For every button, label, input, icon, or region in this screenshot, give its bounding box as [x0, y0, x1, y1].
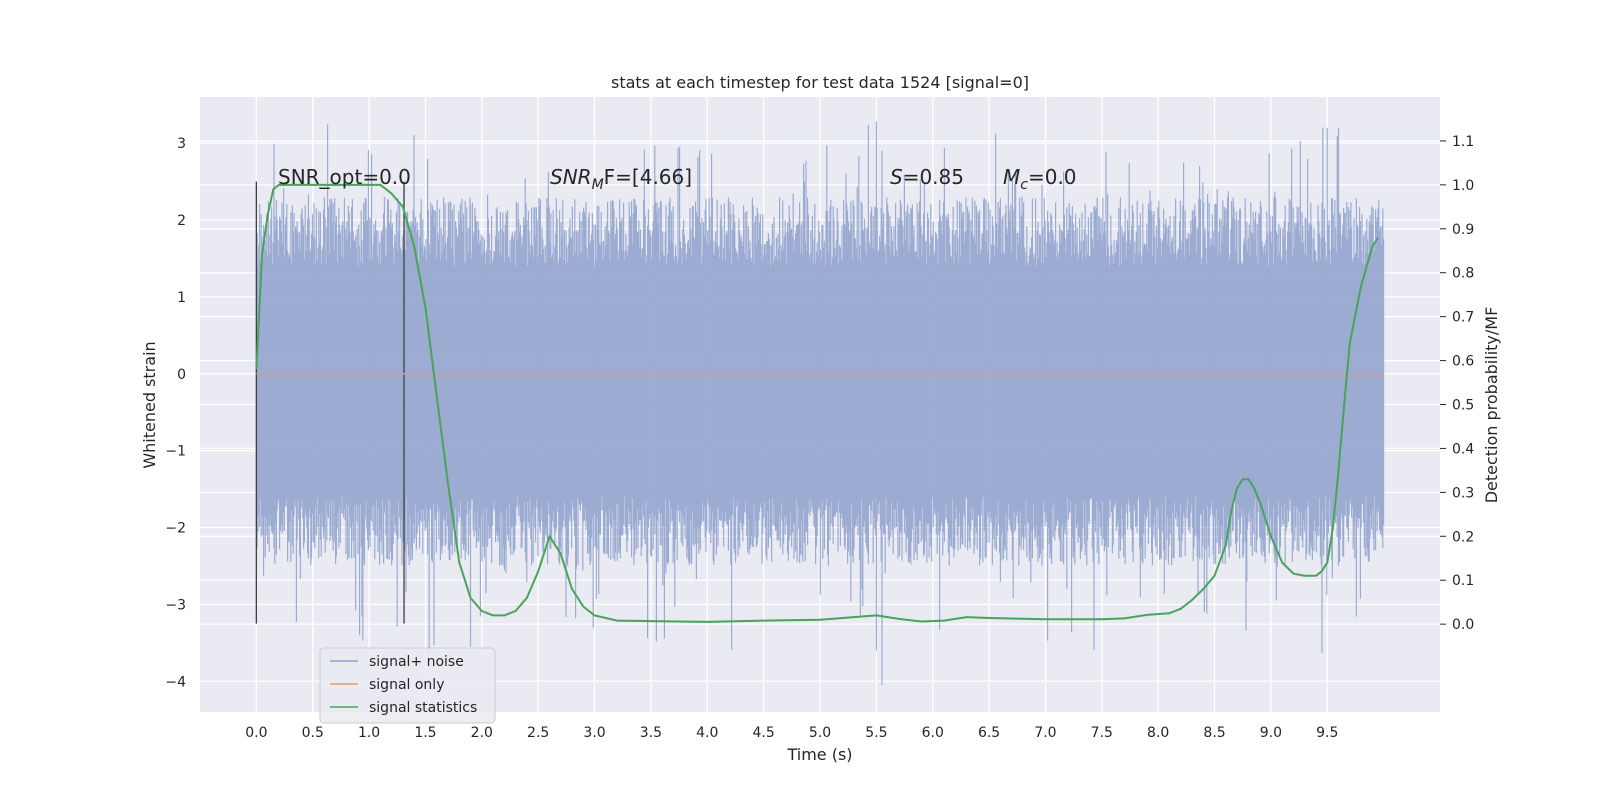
mc-symbol: M	[1003, 165, 1020, 189]
signal-statistics-series	[255, 183, 1379, 623]
y2-tick-label: 0.0	[1452, 617, 1474, 633]
y2-tick-label: 1.0	[1452, 178, 1474, 194]
x-tick-label: 1.5	[414, 725, 436, 741]
y2-tick-label: 0.7	[1452, 310, 1474, 326]
x-tick-label: 8.0	[1147, 725, 1169, 741]
y-tick-label: 2	[177, 213, 186, 229]
x-tick-label: 3.5	[640, 725, 662, 741]
y-axis-label: Whitened strain	[140, 341, 159, 468]
snr-opt-annotation: SNR_opt=0.0	[278, 165, 411, 189]
x-tick-label: 6.5	[978, 725, 1000, 741]
y-tick-label: 0	[177, 367, 186, 383]
s-symbol: S	[890, 165, 903, 189]
y2-tick-label: 0.2	[1452, 529, 1474, 545]
snr-mf-symbol: SNR	[550, 165, 592, 189]
x-tick-label: 8.5	[1203, 725, 1225, 741]
y-tick-label: 3	[177, 136, 186, 152]
y2-axis-label: Detection probability/MF	[1482, 307, 1501, 504]
legend: signal+ noise signal only signal statist…	[319, 647, 496, 724]
x-tick-labels: 0.0 0.5 1.0 1.5 2.0 2.5 3.0 3.5 4.0 4.5 5.0 5.5 6.0 6…	[245, 725, 1338, 741]
x-tick-label: 5.0	[809, 725, 831, 741]
mc-value: =0.0	[1028, 165, 1077, 189]
y2-tick-label: 0.5	[1452, 398, 1474, 414]
snr-mf-annotation: SNRMF=[4.66]	[550, 165, 692, 193]
y2-tick-labels: 1.1 1.0 0.9 0.8 0.7 0.6 0.5 0.4 0.3 0.2 0.1 0.0	[1440, 134, 1474, 633]
y-tick-label: −1	[165, 444, 186, 460]
y2-tick-label: 0.3	[1452, 485, 1474, 501]
x-tick-label: 5.5	[865, 725, 887, 741]
y-tick-label: −4	[165, 674, 186, 690]
y2-tick-label: 1.1	[1452, 134, 1474, 150]
snr-mf-subscript: M	[592, 177, 604, 193]
signal-statistics-line	[255, 183, 1379, 623]
y2-tick-label: 0.6	[1452, 354, 1474, 370]
x-tick-label: 2.5	[527, 725, 549, 741]
x-axis-label: Time (s)	[786, 745, 852, 764]
y-tick-labels: 3 2 1 0 −1 −2 −3 −4	[165, 136, 186, 690]
x-tick-label: 7.5	[1091, 725, 1113, 741]
y2-tick-label: 0.1	[1452, 573, 1474, 589]
mc-subscript: c	[1020, 177, 1028, 193]
x-tick-label: 0.5	[302, 725, 324, 741]
x-tick-label: 7.0	[1034, 725, 1056, 741]
y2-tick-label: 0.9	[1452, 222, 1474, 238]
x-tick-label: 9.5	[1316, 725, 1338, 741]
legend-label-statistics: signal statistics	[369, 700, 477, 716]
s-annotation: S=0.85	[890, 165, 964, 189]
y-tick-label: −2	[165, 521, 186, 537]
snr-mf-value: F=[4.66]	[604, 165, 692, 189]
y2-tick-label: 0.4	[1452, 441, 1474, 457]
x-tick-label: 2.0	[471, 725, 493, 741]
x-tick-label: 4.5	[753, 725, 775, 741]
x-tick-label: 6.0	[922, 725, 944, 741]
mc-annotation: Mc=0.0	[1003, 165, 1077, 193]
marker-lines	[255, 181, 405, 624]
y-tick-label: 1	[177, 290, 186, 306]
y-tick-label: −3	[165, 597, 186, 613]
x-tick-label: 9.0	[1260, 725, 1282, 741]
legend-label-signal-only: signal only	[369, 677, 444, 693]
x-tick-label: 1.0	[358, 725, 380, 741]
s-value: =0.85	[903, 165, 964, 189]
x-tick-label: 0.0	[245, 725, 267, 741]
x-tick-label: 4.0	[696, 725, 718, 741]
x-tick-label: 3.0	[583, 725, 605, 741]
chart-title: stats at each timestep for test data 152…	[611, 73, 1029, 92]
legend-label-noise: signal+ noise	[369, 654, 464, 670]
y2-tick-label: 0.8	[1452, 266, 1474, 282]
legend-box	[319, 647, 496, 724]
